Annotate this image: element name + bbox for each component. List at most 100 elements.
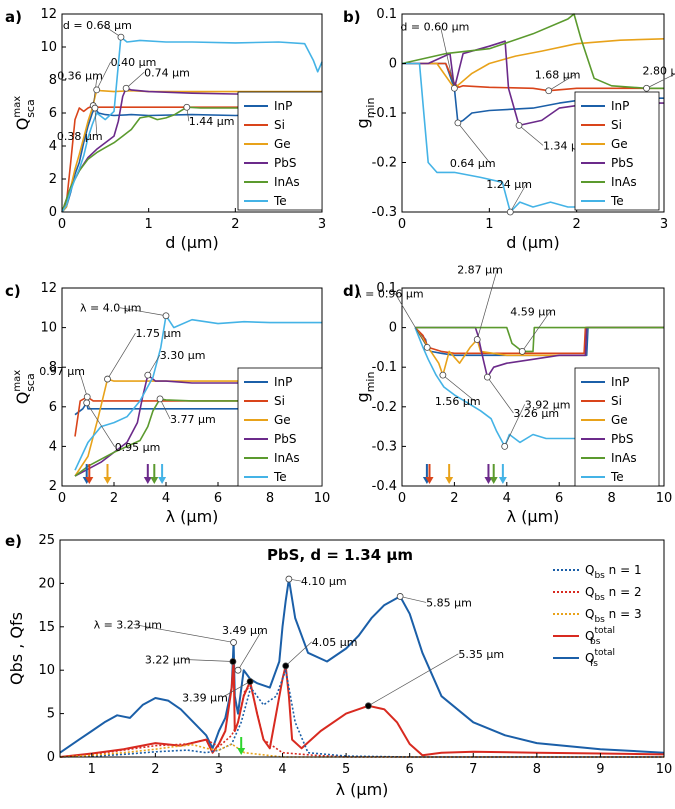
annotation-marker <box>364 702 372 710</box>
annotation-marker <box>246 678 254 685</box>
annotation-label: 1.75 μm <box>136 327 182 340</box>
annotation-marker <box>285 575 293 583</box>
legend-entry: Si <box>274 118 285 132</box>
x-tick-label: 1 <box>485 217 493 232</box>
y-axis-label-text: Qmaxsca <box>12 370 37 404</box>
x-tick-label: 2 <box>231 217 239 232</box>
annotation-marker <box>156 395 164 403</box>
series-InP-line <box>414 326 664 357</box>
annotation-label: 3.92 μm <box>525 398 571 411</box>
annotation-marker <box>396 593 404 600</box>
x-tick-label: 2 <box>573 217 581 232</box>
legend-entry: Ge <box>274 413 291 427</box>
y-axis-label-text: Qmaxsca <box>12 96 37 130</box>
x-tick-label: 8 <box>533 762 541 777</box>
annotation-label: 3.39 μm <box>182 691 228 704</box>
annotation-leader <box>548 74 575 92</box>
y-tick-label: -0.1 <box>372 360 397 375</box>
annotation-leader <box>518 125 544 146</box>
y-label-sub: min <box>364 372 377 393</box>
series-PbS-line <box>402 40 664 127</box>
x-tick-label: 8 <box>266 491 274 506</box>
annotation-marker <box>230 639 237 646</box>
marker-arrow-head <box>103 477 112 484</box>
annotation-label: 0.36 μm <box>57 70 103 83</box>
annotation-label: 3.77 μm <box>170 413 216 426</box>
legend-entry: Qbs n = 3 <box>585 607 642 625</box>
annotation-marker <box>450 84 458 92</box>
y-tick-label: -0.2 <box>372 400 397 415</box>
y-axis-label: gmin <box>353 98 377 129</box>
y-tick-label: 6 <box>49 400 57 415</box>
x-tick-label: 2 <box>151 762 159 777</box>
y-tick-label: 0 <box>47 750 55 765</box>
panel-label-c: c) <box>5 282 21 300</box>
legend-entry: Te <box>273 470 287 484</box>
annotation-label: λ = 4.0 μm <box>80 302 141 315</box>
series-Qbs-n-3-line <box>59 743 664 758</box>
annotation-marker <box>439 371 447 379</box>
y-tick-label: -0.2 <box>372 156 397 171</box>
series-InAs-line <box>74 398 244 477</box>
series-Qbs-n-2-line <box>59 684 664 758</box>
annotation-marker <box>183 103 191 111</box>
annotation-label: 2.87 μm <box>457 263 503 276</box>
y-tick-label: 12 <box>40 7 57 22</box>
x-axis-label: d (μm) <box>165 233 219 252</box>
series-Te-line <box>74 314 322 471</box>
x-tick-label: 0 <box>58 491 66 506</box>
marker-arrow-head <box>489 477 498 484</box>
annotation-label: 0.38 μm <box>57 130 103 143</box>
annotation-leader <box>221 681 251 698</box>
annotation-marker <box>122 84 130 92</box>
legend-box <box>237 91 323 211</box>
annotation-leader <box>285 641 312 667</box>
x-tick-label: 9 <box>596 762 604 777</box>
y-label-sup: max <box>12 370 23 392</box>
x-tick-label: 3 <box>318 217 326 232</box>
y-tick-label: 5 <box>47 707 55 722</box>
annotation-marker <box>117 33 125 41</box>
legend-sub: fs <box>590 659 598 669</box>
x-tick-label: 6 <box>555 491 563 506</box>
x-tick-label: 0 <box>398 491 406 506</box>
annotation-label: 4.59 μm <box>510 305 556 318</box>
y-tick-label: 0 <box>389 57 397 72</box>
legend-main: Q <box>585 585 594 599</box>
series-Ge-line <box>402 38 665 90</box>
x-tick-label: 7 <box>469 762 477 777</box>
y-tick-label: 8 <box>49 360 57 375</box>
plot-frame <box>59 539 665 758</box>
annotation-marker <box>83 399 91 407</box>
y-tick-label: -0.3 <box>372 439 397 454</box>
x-tick-label: 6 <box>406 762 414 777</box>
legend-entry: PbS <box>611 432 633 446</box>
annotation-leader <box>394 293 428 348</box>
annotation-leader <box>504 404 526 447</box>
annotation-label: d = 0.68 μm <box>63 19 132 32</box>
x-tick-label: 4 <box>278 762 286 777</box>
y-tick-label: 2 <box>49 479 57 494</box>
series-Te-line <box>414 327 586 448</box>
annotation-leader <box>133 624 234 643</box>
panel-label-a: a) <box>5 8 22 26</box>
plot-frame <box>401 287 665 487</box>
y-tick-label: 25 <box>38 533 55 548</box>
x-tick-label: 8 <box>607 491 615 506</box>
legend-entry: Qtotal bs <box>585 626 615 647</box>
legend-box <box>574 91 660 211</box>
series-Te-line <box>402 62 577 213</box>
annotation-label: 2.80 μm <box>643 64 675 77</box>
x-tick-label: 1 <box>145 217 153 232</box>
annotation-marker <box>144 371 152 379</box>
x-axis-label: λ (μm) <box>336 780 389 799</box>
annotation-leader <box>159 398 171 420</box>
legend-entry: InAs <box>274 175 300 189</box>
legend-entry: InP <box>611 375 629 389</box>
legend-suffix: n = 1 <box>605 563 642 577</box>
annotation-marker <box>162 312 170 320</box>
legend-sub: bs <box>594 615 605 625</box>
annotation-leader <box>119 307 167 317</box>
